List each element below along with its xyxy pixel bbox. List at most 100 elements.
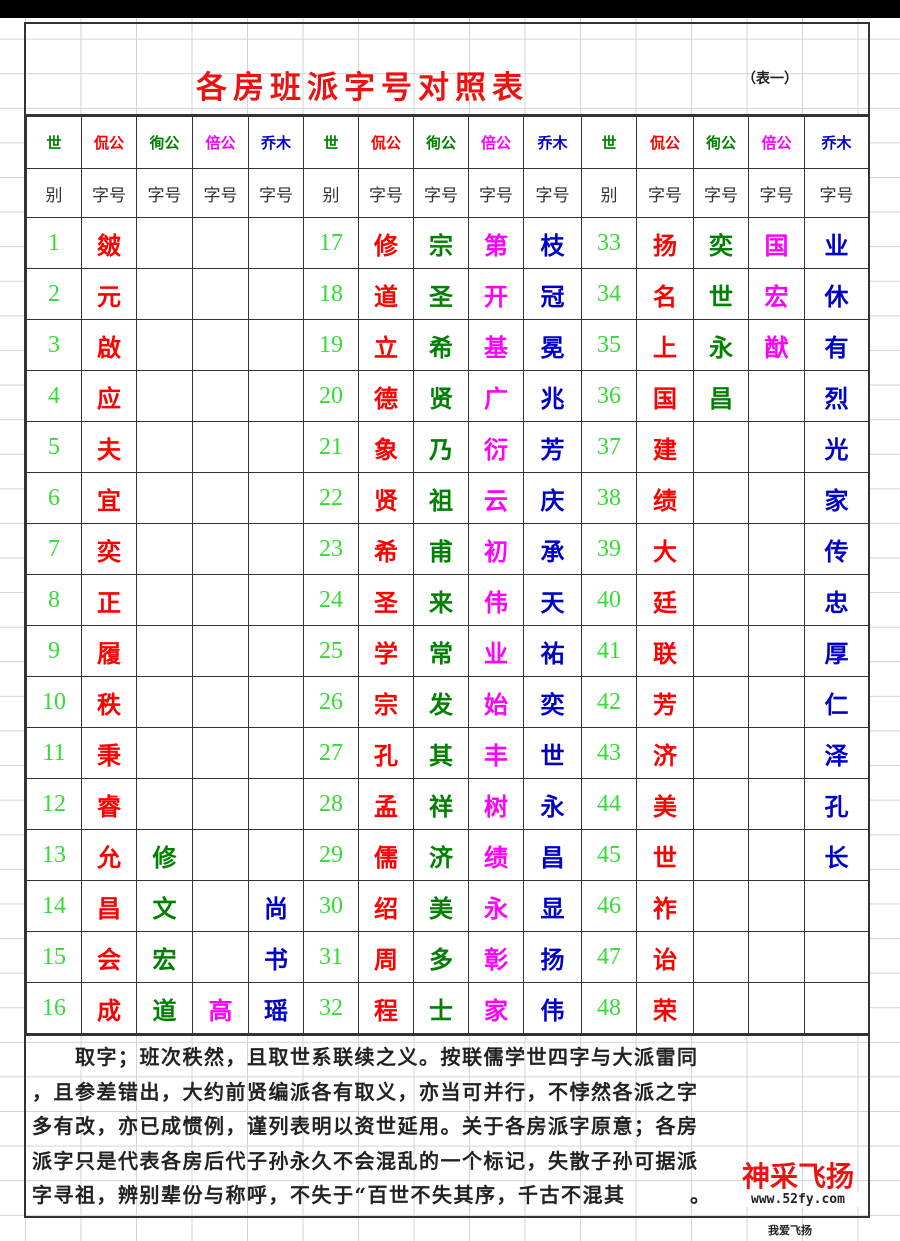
- paragraph-line: 多有改，亦已成惯例，谨列表明以资世延用。关于各房派字原意；各房: [32, 1114, 699, 1139]
- name-character: 德: [358, 370, 414, 422]
- name-character: 道: [136, 982, 193, 1034]
- name-character: 初: [468, 523, 524, 575]
- name-character: 第: [468, 217, 524, 269]
- name-character: [693, 931, 749, 983]
- generation-number: 46: [581, 880, 637, 932]
- name-character: [748, 829, 805, 881]
- paragraph-line: 字寻祖，辨别辈份与称呼，不失于“百世不失其序，千古不混其 。: [32, 1183, 712, 1208]
- name-character: 诒: [636, 931, 694, 983]
- name-character: 世: [636, 829, 694, 881]
- generation-number: 31: [303, 931, 359, 983]
- name-character: 贤: [413, 370, 469, 422]
- name-character: [248, 217, 304, 269]
- generation-number: 40: [581, 574, 637, 626]
- name-character: [804, 982, 869, 1034]
- name-character: 元: [81, 268, 137, 320]
- name-character: 来: [413, 574, 469, 626]
- generation-header: 世: [26, 116, 82, 169]
- name-character: [748, 982, 805, 1034]
- name-character: 希: [413, 319, 469, 371]
- name-character: 甫: [413, 523, 469, 575]
- name-character: 业: [804, 217, 869, 269]
- name-character: [192, 421, 249, 473]
- table-row: 15 会宏 书 31 周多彰扬 47 诒: [26, 931, 869, 983]
- name-character: 秩: [81, 676, 137, 728]
- name-character: 宗: [413, 217, 469, 269]
- name-character: [192, 778, 249, 830]
- lineage-table-sheet: 各房班派字号对照表 （表一） 世侃公 徇公 倍公 乔木世侃公 徇公 倍公 乔木世侃公 徇公 倍公…: [24, 22, 870, 1218]
- name-character: 修: [358, 217, 414, 269]
- name-character: [136, 421, 193, 473]
- name-character: [192, 268, 249, 320]
- watermark: 神采飞扬 www.52fy.com: [736, 1162, 860, 1207]
- name-character: 宜: [81, 472, 137, 524]
- name-character: 高: [192, 982, 249, 1034]
- name-character: 伟: [468, 574, 524, 626]
- name-character: 乃: [413, 421, 469, 473]
- generation-number: 3: [26, 319, 82, 371]
- generation-header: 别: [581, 168, 637, 218]
- generation-number: 41: [581, 625, 637, 677]
- table-row: 5 夫 21 象乃衍芳 37 建 光: [26, 421, 869, 473]
- name-character: 业: [468, 625, 524, 677]
- name-character: [136, 319, 193, 371]
- generation-number: 20: [303, 370, 359, 422]
- name-character: 基: [468, 319, 524, 371]
- generation-number: 2: [26, 268, 82, 320]
- generation-number: 18: [303, 268, 359, 320]
- name-character: [248, 574, 304, 626]
- header-row-fields: 别字号 字号 字号 字号别字号 字号 字号 字号别字号 字号 字号 字号: [26, 168, 869, 218]
- name-character: 绩: [468, 829, 524, 881]
- table-row: 11 秉 27 孔其丰世 43 济 泽: [26, 727, 869, 779]
- name-character: [748, 727, 805, 779]
- name-character: [248, 523, 304, 575]
- name-character: [192, 727, 249, 779]
- name-character: [693, 727, 749, 779]
- name-character: 仁: [804, 676, 869, 728]
- generation-number: 32: [303, 982, 359, 1034]
- generation-number: 23: [303, 523, 359, 575]
- name-character: [192, 829, 249, 881]
- generation-number: 22: [303, 472, 359, 524]
- name-character: 应: [81, 370, 137, 422]
- name-character: 昌: [693, 370, 749, 422]
- generation-number: 24: [303, 574, 359, 626]
- table-row: 14 昌文 尚 30 绍美永显 46 祚: [26, 880, 869, 932]
- name-character: 厚: [804, 625, 869, 677]
- name-character: 伟: [523, 982, 582, 1034]
- watermark-tagline: 我爱飞扬: [768, 1224, 812, 1237]
- generation-number: 19: [303, 319, 359, 371]
- generation-number: 11: [26, 727, 82, 779]
- name-character: [192, 523, 249, 575]
- name-character: [693, 778, 749, 830]
- name-character: 啟: [81, 319, 137, 371]
- name-character: [693, 421, 749, 473]
- name-character: [693, 982, 749, 1034]
- name-character: 休: [804, 268, 869, 320]
- generation-number: 27: [303, 727, 359, 779]
- field-header: 字号: [468, 168, 524, 218]
- name-character: 祥: [413, 778, 469, 830]
- name-character: [136, 574, 193, 626]
- name-character: 国: [636, 370, 694, 422]
- branch-header: 徇公: [413, 116, 469, 169]
- table-row: 10 秩 26 宗发始奕 42 芳 仁: [26, 676, 869, 728]
- name-character: 尚: [248, 880, 304, 932]
- generation-number: 36: [581, 370, 637, 422]
- generation-number: 30: [303, 880, 359, 932]
- field-header: 字号: [136, 168, 193, 218]
- name-character: 皴: [81, 217, 137, 269]
- name-character: 孟: [358, 778, 414, 830]
- watermark-logo: 神采飞扬: [741, 1160, 854, 1193]
- generation-name-table: 世侃公 徇公 倍公 乔木世侃公 徇公 倍公 乔木世侃公 徇公 倍公 乔木别字号 字号 字号 字号别字号字…: [26, 116, 869, 1034]
- name-character: 允: [81, 829, 137, 881]
- branch-header: 倍公: [468, 116, 524, 169]
- name-character: [136, 676, 193, 728]
- name-character: 长: [804, 829, 869, 881]
- name-character: 光: [804, 421, 869, 473]
- generation-number: 7: [26, 523, 82, 575]
- generation-header: 别: [26, 168, 82, 218]
- name-character: 昌: [81, 880, 137, 932]
- branch-header: 倍公: [192, 116, 249, 169]
- table-row: 9 履 25 学常业祐 41 联 厚: [26, 625, 869, 677]
